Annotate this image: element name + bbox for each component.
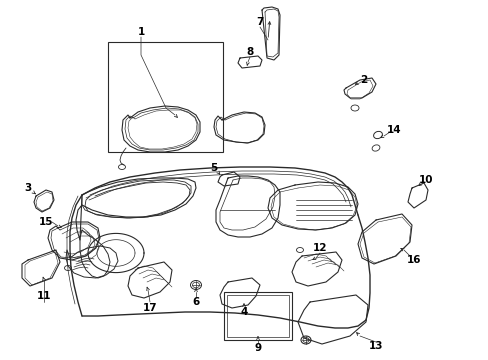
Text: 8: 8 <box>246 47 253 57</box>
Bar <box>226 295 288 337</box>
Text: 15: 15 <box>39 217 53 227</box>
Text: 1: 1 <box>137 27 144 37</box>
Text: 5: 5 <box>210 163 217 173</box>
Text: 2: 2 <box>360 75 367 85</box>
Text: 16: 16 <box>406 255 420 265</box>
Text: 7: 7 <box>256 17 263 27</box>
Text: 4: 4 <box>240 307 247 317</box>
Text: 3: 3 <box>24 183 32 193</box>
Text: 6: 6 <box>192 297 199 307</box>
Text: 9: 9 <box>254 343 261 353</box>
Bar <box>108 42 223 152</box>
Text: 14: 14 <box>386 125 401 135</box>
Text: 10: 10 <box>418 175 432 185</box>
Text: 11: 11 <box>37 291 51 301</box>
Bar <box>224 292 291 340</box>
Text: 12: 12 <box>312 243 326 253</box>
Text: 17: 17 <box>142 303 157 313</box>
Text: 13: 13 <box>368 341 383 351</box>
